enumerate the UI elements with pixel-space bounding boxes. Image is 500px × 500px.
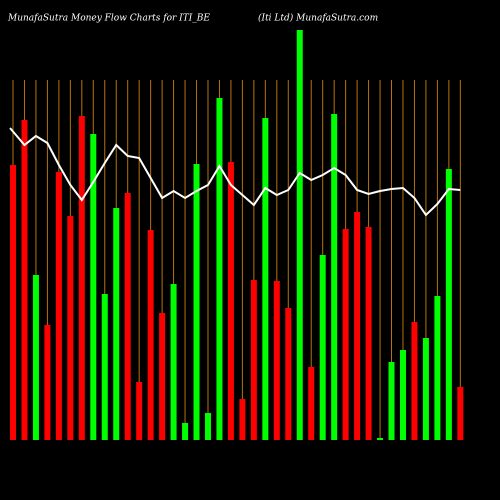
bar	[399, 350, 406, 440]
bar	[296, 30, 303, 440]
bar	[273, 281, 280, 440]
bar	[411, 322, 418, 440]
bar	[193, 164, 200, 440]
bar	[216, 98, 223, 440]
trend-line	[9, 127, 461, 217]
bar	[101, 294, 108, 440]
bar	[67, 216, 74, 440]
bar	[21, 120, 28, 440]
bar	[90, 134, 97, 440]
bar	[159, 313, 166, 440]
bar	[365, 227, 372, 440]
bar	[354, 212, 361, 440]
bar	[457, 387, 464, 440]
bar	[10, 165, 16, 440]
bar	[445, 169, 452, 440]
bar	[78, 116, 85, 440]
bar	[170, 284, 177, 440]
bar	[422, 338, 429, 440]
bar	[44, 325, 51, 440]
bar	[239, 399, 246, 440]
bar	[182, 423, 189, 440]
bar	[204, 413, 211, 440]
bar	[147, 230, 154, 440]
chart-subtitle: (Iti Ltd) MunafaSutra.com	[258, 13, 378, 24]
bar	[32, 275, 39, 440]
bar	[227, 162, 234, 440]
bar	[124, 193, 131, 440]
bar	[434, 296, 441, 440]
bar	[331, 114, 338, 440]
bar	[342, 229, 349, 440]
bar	[319, 255, 326, 440]
bar	[262, 118, 269, 440]
bar	[55, 172, 62, 440]
chart-title: MunafaSutra Money Flow Charts for ITI_BE	[7, 14, 210, 24]
bar	[377, 438, 384, 440]
bar	[250, 280, 257, 440]
bar	[285, 308, 292, 440]
bar	[388, 362, 395, 440]
bar	[113, 208, 120, 440]
bar	[308, 367, 315, 440]
bar	[136, 382, 143, 440]
